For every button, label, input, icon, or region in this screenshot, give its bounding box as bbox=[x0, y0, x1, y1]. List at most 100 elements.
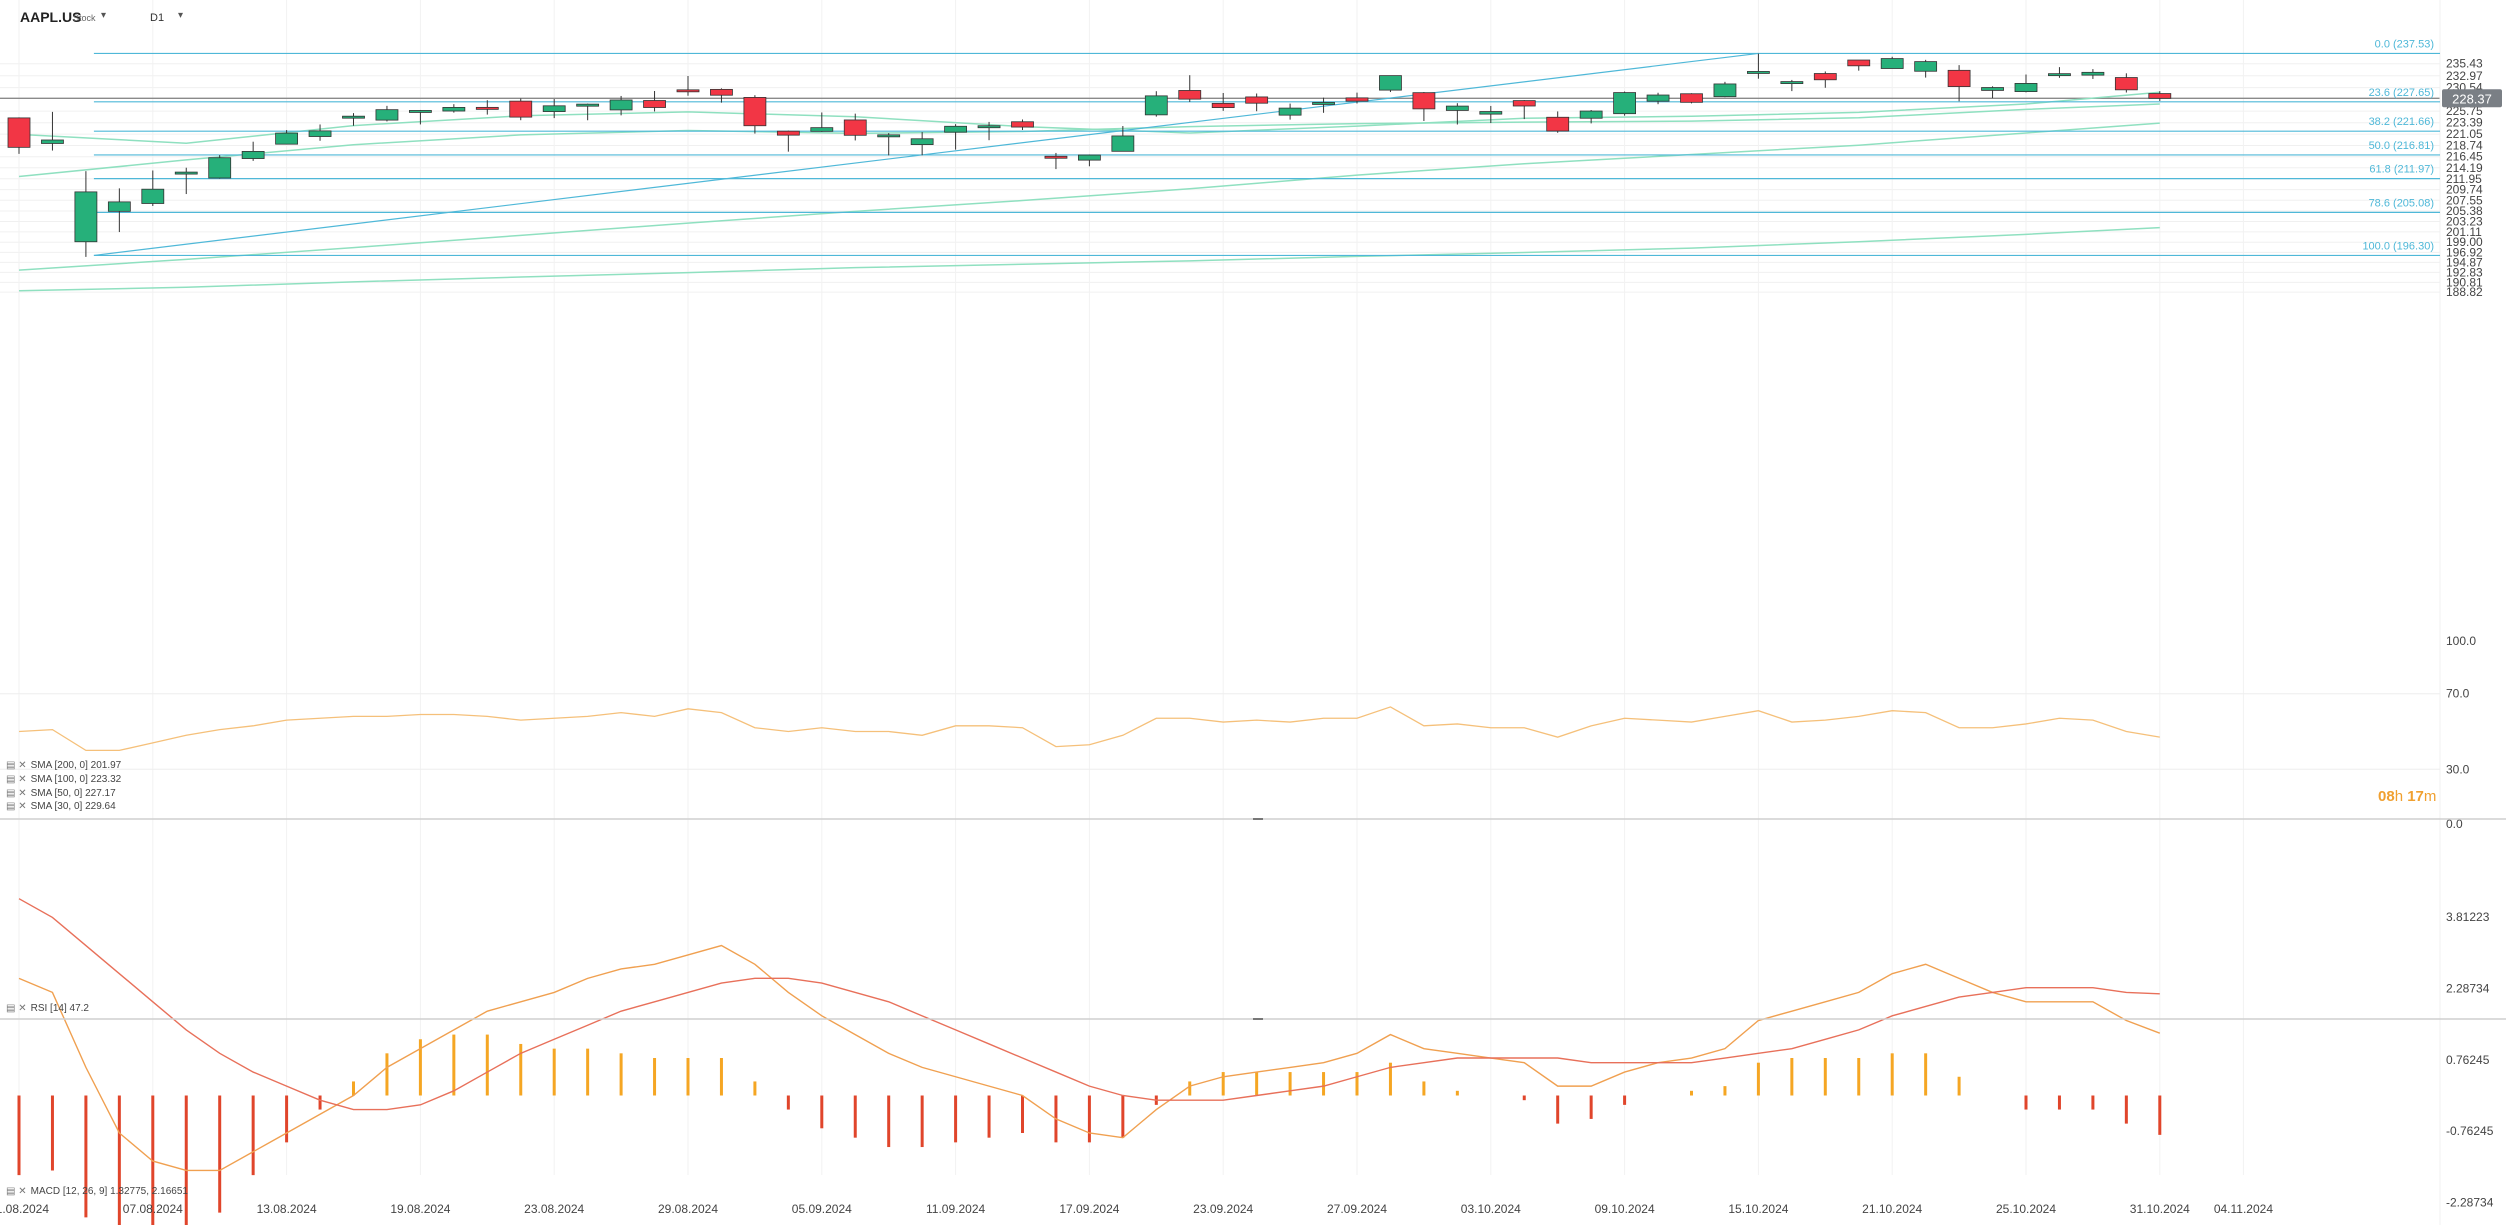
candle[interactable] bbox=[342, 113, 365, 126]
candle[interactable] bbox=[643, 91, 666, 112]
legend-sma30[interactable]: ▤ ✕ SMA [30, 0] 229.64 bbox=[6, 801, 116, 812]
candle[interactable] bbox=[1211, 93, 1235, 111]
candle[interactable] bbox=[910, 132, 934, 156]
candle[interactable] bbox=[710, 88, 733, 103]
timeframe-dropdown-icon[interactable]: ▾ bbox=[178, 10, 184, 21]
candle[interactable] bbox=[2048, 67, 2071, 78]
candle-body bbox=[710, 88, 733, 96]
candle[interactable] bbox=[810, 112, 834, 132]
candle[interactable] bbox=[408, 109, 432, 125]
legend-macd[interactable]: ▤ ✕ MACD [12, 26, 9] 1.32775, 2.16651 bbox=[6, 1186, 188, 1197]
sma-line bbox=[18, 122, 2160, 271]
candle[interactable] bbox=[308, 124, 332, 141]
candle[interactable] bbox=[141, 170, 165, 206]
candle[interactable] bbox=[1312, 97, 1335, 113]
candle[interactable] bbox=[576, 103, 600, 121]
candle[interactable] bbox=[1780, 79, 1804, 92]
candle[interactable] bbox=[1947, 65, 1971, 102]
candle[interactable] bbox=[509, 98, 533, 121]
candle[interactable] bbox=[1981, 86, 2004, 99]
indicator-settings-icon[interactable]: ▤ ✕ bbox=[6, 774, 27, 785]
indicator-settings-icon[interactable]: ▤ ✕ bbox=[6, 1003, 27, 1014]
candle-body bbox=[1813, 73, 1837, 81]
candle[interactable] bbox=[2081, 69, 2105, 79]
candle[interactable] bbox=[1914, 59, 1938, 78]
candle-body bbox=[676, 89, 700, 93]
candle[interactable] bbox=[542, 99, 566, 119]
candle[interactable] bbox=[1880, 56, 1904, 69]
macd-tick-label: -0.76245 bbox=[2446, 1124, 2494, 1138]
candle[interactable] bbox=[877, 133, 901, 156]
candle[interactable] bbox=[977, 121, 1001, 141]
macd-line bbox=[18, 944, 2161, 1172]
legend-sma200[interactable]: ▤ ✕ SMA [200, 0] 201.97 bbox=[6, 760, 121, 771]
candle[interactable] bbox=[1512, 100, 1536, 120]
legend-sma30-text: SMA [30, 0] 229.64 bbox=[30, 801, 116, 812]
candle[interactable] bbox=[7, 117, 31, 154]
date-tick-label: 31.10.2024 bbox=[2130, 1202, 2190, 1216]
candle[interactable] bbox=[1479, 105, 1503, 124]
symbol-label[interactable]: AAPL.US bbox=[20, 9, 82, 25]
price-tick-label: 223.39 bbox=[2446, 116, 2483, 130]
candle[interactable] bbox=[1646, 92, 1670, 105]
candle[interactable] bbox=[1847, 59, 1871, 71]
candle[interactable] bbox=[174, 167, 198, 195]
candle[interactable] bbox=[1379, 75, 1402, 93]
candle[interactable] bbox=[475, 100, 499, 115]
candle[interactable] bbox=[944, 124, 967, 150]
date-tick-label: 07.08.2024 bbox=[123, 1202, 183, 1216]
candle-body bbox=[1379, 75, 1402, 91]
indicator-settings-icon[interactable]: ▤ ✕ bbox=[6, 801, 27, 812]
candle[interactable] bbox=[1144, 91, 1168, 117]
candle[interactable] bbox=[41, 111, 64, 151]
candle[interactable] bbox=[442, 104, 466, 113]
candle[interactable] bbox=[676, 76, 700, 96]
candle[interactable] bbox=[843, 113, 867, 141]
indicator-settings-icon[interactable]: ▤ ✕ bbox=[6, 1186, 27, 1197]
candle[interactable] bbox=[1445, 103, 1469, 125]
candle[interactable] bbox=[241, 141, 265, 161]
indicator-settings-icon[interactable]: ▤ ✕ bbox=[6, 760, 27, 771]
candle[interactable] bbox=[609, 95, 633, 116]
fibonacci-retracement[interactable]: 0.0 (237.53) 23.6 (227.65) 38.2 (221.66) 50… bbox=[93, 38, 2440, 257]
candle[interactable] bbox=[2148, 91, 2172, 101]
candlesticks[interactable] bbox=[7, 53, 2172, 257]
candle[interactable] bbox=[776, 130, 800, 152]
candle[interactable] bbox=[1412, 92, 1436, 121]
candle[interactable] bbox=[1278, 103, 1302, 120]
candle[interactable] bbox=[1245, 93, 1269, 112]
legend-sma100[interactable]: ▤ ✕ SMA [100, 0] 223.32 bbox=[6, 774, 121, 785]
candle[interactable] bbox=[1546, 111, 1570, 133]
candle[interactable] bbox=[375, 105, 399, 122]
candle[interactable] bbox=[1613, 91, 1636, 116]
timeframe-label[interactable]: D1 bbox=[150, 12, 165, 24]
candle-body bbox=[1646, 94, 1670, 102]
candle[interactable] bbox=[1078, 154, 1101, 167]
candle[interactable] bbox=[275, 130, 299, 145]
candle[interactable] bbox=[1044, 152, 1068, 170]
candle[interactable] bbox=[1680, 93, 1703, 104]
candle[interactable] bbox=[1011, 119, 1034, 130]
candle[interactable] bbox=[1111, 126, 1135, 152]
candle[interactable] bbox=[1579, 110, 1603, 124]
candle-body bbox=[308, 130, 332, 137]
candle[interactable] bbox=[1813, 71, 1837, 88]
candle[interactable] bbox=[1747, 53, 1770, 79]
fib-trend-line[interactable] bbox=[93, 52, 1759, 257]
legend-rsi[interactable]: ▤ ✕ RSI [14] 47.2 bbox=[6, 1003, 89, 1014]
candle[interactable] bbox=[1713, 81, 1737, 98]
indicator-settings-icon[interactable]: ▤ ✕ bbox=[6, 788, 27, 799]
candle[interactable] bbox=[1178, 75, 1202, 102]
candle[interactable] bbox=[74, 171, 98, 257]
candle[interactable] bbox=[1345, 92, 1369, 104]
candle[interactable] bbox=[2114, 73, 2138, 93]
symbol-dropdown-icon[interactable]: ▾ bbox=[101, 10, 107, 21]
candle[interactable] bbox=[2014, 74, 2038, 93]
candle[interactable] bbox=[107, 188, 131, 233]
legend-sma50[interactable]: ▤ ✕ SMA [50, 0] 227.17 bbox=[6, 788, 116, 799]
candle[interactable] bbox=[208, 155, 232, 179]
candle[interactable] bbox=[743, 95, 767, 134]
macd-tick-label: -2.28734 bbox=[2446, 1196, 2494, 1210]
panel-separators[interactable] bbox=[0, 818, 2506, 1020]
